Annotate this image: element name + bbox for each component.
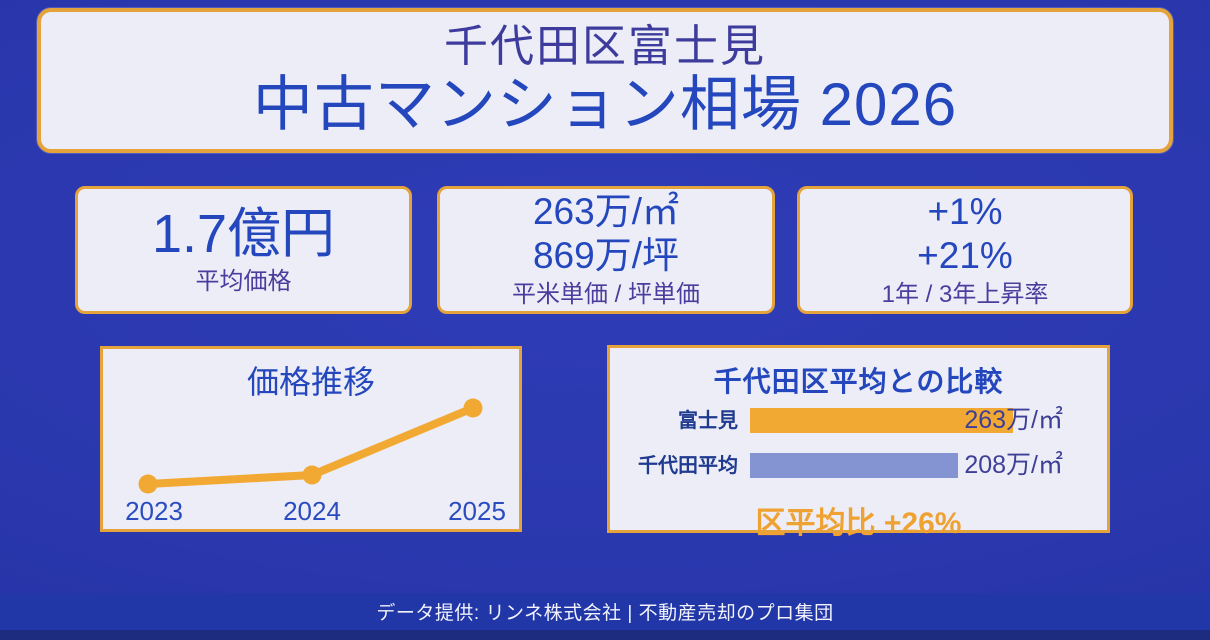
comparison-row-chiyoda-average: 千代田平均 208万/㎡ — [610, 451, 1107, 479]
comparison-bar — [750, 408, 1013, 433]
trend-year-2023: 2023 — [125, 496, 183, 526]
price-per-sqm-value: 263万/㎡ — [532, 191, 679, 233]
ward-comparison-card: 千代田区平均との比較 富士見 263万/㎡ 千代田平均 208万/㎡ 区平均比 … — [607, 345, 1110, 540]
unit-price-label: 平米単価 / 坪単価 — [511, 280, 700, 308]
comparison-label-fujimi: 富士見 — [678, 410, 738, 432]
trend-year-2025: 2025 — [448, 496, 506, 526]
one-year-rise-value: +1% — [927, 191, 1003, 233]
comparison-chart-title: 千代田区平均との比較 — [713, 366, 1004, 397]
stat-card-average-price: 1.7億円 平均価格 — [75, 186, 412, 314]
average-price-label: 平均価格 — [195, 268, 292, 296]
comparison-label-chiyoda-average: 千代田平均 — [638, 455, 738, 477]
trend-year-2024: 2024 — [283, 496, 341, 526]
three-year-rise-value: +21% — [917, 235, 1013, 277]
data-provider-credit: データ提供: リンネ株式会社 | 不動産売却のプロ集団 — [376, 603, 834, 624]
trend-chart-title: 価格推移 — [246, 364, 375, 400]
price-trend-card: 価格推移 2023 2024 2025 — [100, 346, 522, 532]
stat-card-unit-price: 263万/㎡ 869万/坪 平米単価 / 坪単価 — [437, 186, 775, 314]
trend-line-svg — [138, 398, 483, 494]
ward-average-ratio: 区平均比 +26% — [755, 507, 962, 540]
area-subtitle: 千代田区富士見 — [444, 22, 766, 72]
comparison-bar — [750, 453, 958, 478]
average-price-value: 1.7億円 — [151, 204, 336, 265]
comparison-row-fujimi: 富士見 263万/㎡ — [610, 406, 1107, 434]
bottom-accent-strip — [0, 630, 1210, 640]
stat-card-rise-rate: +1% +21% 1年 / 3年上昇率 — [797, 186, 1133, 314]
comparison-value-fujimi: 263万/㎡ — [964, 406, 1063, 434]
page-title: 中古マンション相場 2026 — [252, 70, 958, 138]
footer-band: データ提供: リンネ株式会社 | 不動産売却のプロ集団 — [0, 593, 1210, 630]
comparison-value-chiyoda-average: 208万/㎡ — [964, 451, 1063, 479]
price-per-tsubo-value: 869万/坪 — [532, 235, 679, 277]
title-card: 千代田区富士見 中古マンション相場 2026 — [37, 8, 1173, 153]
rise-rate-label: 1年 / 3年上昇率 — [881, 280, 1049, 308]
